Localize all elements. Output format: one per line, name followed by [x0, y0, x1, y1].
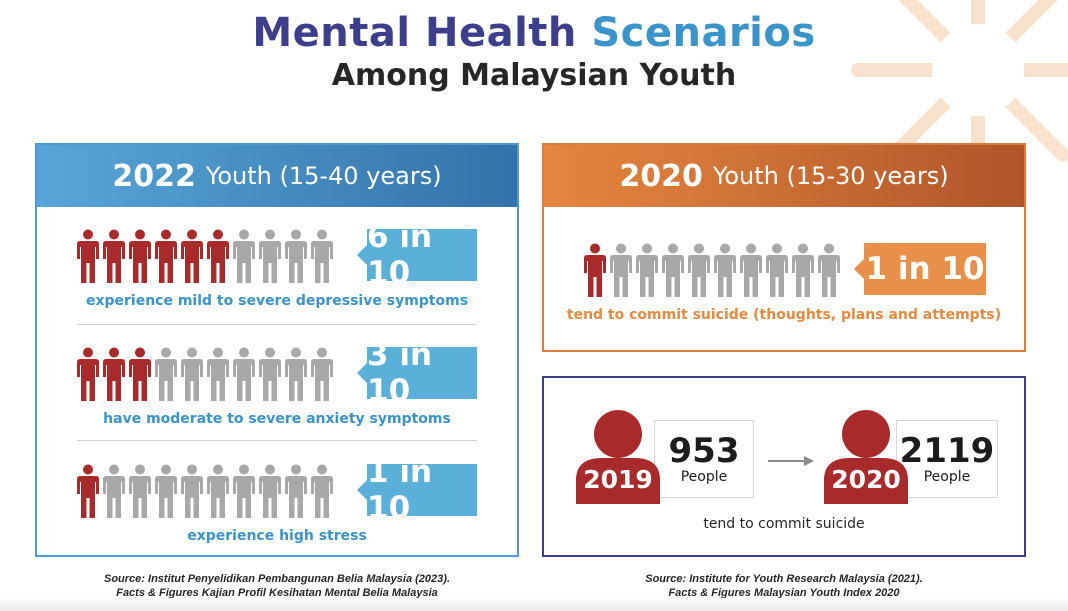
source-note-right: Source: Institute for Youth Research Mal… — [542, 572, 1026, 600]
stat-row-stress: 1 in 10 experience high stress — [37, 442, 517, 552]
stat-unit: People — [680, 469, 728, 485]
ratio-badge: 1 in 10 — [854, 243, 986, 295]
row-divider — [77, 440, 477, 441]
person-icon-highlighted — [77, 347, 99, 401]
person-icon — [155, 464, 177, 518]
person-icon-highlighted — [77, 464, 99, 518]
person-icon — [714, 243, 736, 297]
stat-caption: experience mild to severe depressive sym… — [85, 293, 469, 309]
person-icon — [181, 464, 203, 518]
person-icon — [207, 347, 229, 401]
title-part-b: Scenarios — [591, 10, 816, 56]
person-icon-highlighted — [103, 229, 125, 283]
person-icon-highlighted — [103, 347, 125, 401]
stat-card-2020: 2119 People — [896, 420, 998, 498]
sunburst-decoration — [851, 0, 1068, 197]
panel-range: Youth (15-40 years) — [205, 162, 442, 190]
source-line: Facts & Figures Malaysian Youth Index 20… — [668, 587, 900, 599]
person-icon — [311, 347, 333, 401]
stat-value: 2119 — [899, 431, 995, 471]
people-icon-row — [77, 464, 333, 520]
person-icon — [233, 464, 255, 518]
person-bust-icon: 2020 — [820, 406, 912, 504]
title-part-a: Mental Health — [252, 10, 592, 56]
row-divider — [77, 324, 477, 325]
stat-caption: experience high stress — [187, 528, 367, 544]
source-line: Facts & Figures Kajian Profil Kesihatan … — [116, 587, 438, 599]
person-icon-highlighted — [155, 229, 177, 283]
person-icon — [259, 229, 281, 283]
people-icon-row — [584, 243, 840, 297]
stat-card-2019: 953 People — [654, 420, 754, 498]
person-icon — [207, 464, 229, 518]
person-icon — [818, 243, 840, 297]
person-icon — [792, 243, 814, 297]
person-icon-highlighted — [181, 229, 203, 283]
stat-row-depression: 6 in 10 experience mild to severe depres… — [37, 207, 517, 317]
person-icon — [636, 243, 658, 297]
person-icon-highlighted — [77, 229, 99, 283]
panel-2020-youth: 2020 Youth (15-30 years) 1 in 10 tend to… — [542, 143, 1026, 352]
person-icon — [259, 464, 281, 518]
panel-2022-header: 2022 Youth (15-40 years) — [37, 145, 517, 207]
person-icon — [688, 243, 710, 297]
panel-range: Youth (15-30 years) — [712, 162, 949, 190]
page-title: Mental Health Scenarios — [0, 10, 1068, 56]
source-note-left: Source: Institut Penyelidikan Pembanguna… — [35, 572, 519, 600]
panel-2020-header: 2020 Youth (15-30 years) — [544, 145, 1024, 207]
source-line: Source: Institut Penyelidikan Pembanguna… — [104, 573, 450, 585]
bust-year: 2020 — [831, 465, 901, 494]
page-subtitle: Among Malaysian Youth — [331, 58, 737, 93]
person-icon-highlighted — [584, 243, 606, 297]
person-icon — [662, 243, 684, 297]
person-icon — [766, 243, 788, 297]
person-icon — [233, 229, 255, 283]
person-icon — [259, 347, 281, 401]
person-icon — [740, 243, 762, 297]
panel-2022-youth: 2022 Youth (15-40 years) 6 in 10 experie… — [35, 143, 519, 557]
person-icon-highlighted — [129, 229, 151, 283]
person-icon — [610, 243, 632, 297]
person-icon — [129, 464, 151, 518]
panel-year: 2020 — [619, 158, 703, 194]
source-line: Source: Institute for Youth Research Mal… — [645, 573, 923, 585]
person-icon — [285, 229, 307, 283]
bust-year: 2019 — [583, 465, 653, 494]
ratio-badge: 6 in 10 — [357, 219, 477, 291]
person-bust-icon: 2019 — [572, 406, 664, 504]
stat-caption: have moderate to severe anxiety symptoms — [103, 411, 451, 427]
person-icon — [233, 347, 255, 401]
bottom-fade — [0, 598, 1068, 611]
person-icon — [311, 229, 333, 283]
person-icon — [285, 464, 307, 518]
person-icon — [285, 347, 307, 401]
stat-caption: tend to commit suicide (thoughts, plans … — [566, 307, 1002, 323]
stat-caption: tend to commit suicide — [703, 516, 865, 532]
ratio-badge: 3 in 10 — [357, 337, 477, 409]
arrow-right-icon — [768, 456, 814, 466]
panel-year: 2022 — [112, 158, 196, 194]
panel-suicide-comparison: 953 People 2019 2119 People 2020 tend to… — [542, 376, 1026, 557]
person-icon — [181, 347, 203, 401]
person-icon-highlighted — [207, 229, 229, 283]
person-icon — [103, 464, 125, 518]
stat-unit: People — [923, 469, 971, 485]
stat-row-anxiety: 3 in 10 have moderate to severe anxiety … — [37, 325, 517, 435]
people-icon-row — [77, 347, 333, 403]
people-icon-row — [77, 229, 333, 285]
stat-value: 953 — [668, 431, 740, 471]
person-icon — [155, 347, 177, 401]
person-icon — [311, 464, 333, 518]
person-icon-highlighted — [129, 347, 151, 401]
ratio-badge: 1 in 10 — [357, 454, 477, 526]
